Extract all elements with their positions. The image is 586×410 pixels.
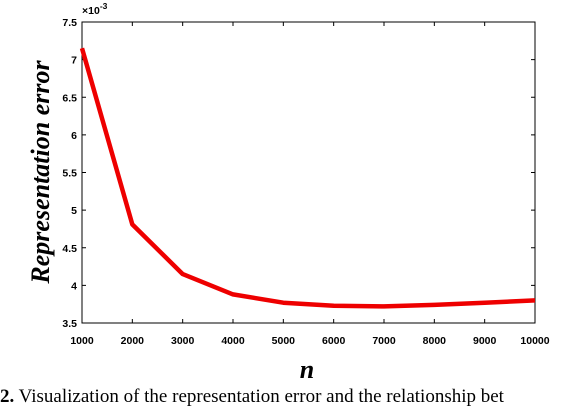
plot-area-border	[81, 21, 536, 324]
y-tick-label: 6	[71, 130, 77, 142]
y-axis-ticks: 3.5 4 4.5 5 5.5 6 6.5 7 7.5	[62, 17, 535, 330]
y-axis-multiplier: ×10-3	[82, 1, 108, 17]
x-tick-label: 10000	[520, 335, 549, 347]
x-tick-label: 7000	[372, 335, 396, 347]
plot-frame	[81, 21, 536, 324]
figure-number: 2.	[0, 386, 15, 407]
x-tick-label: 6000	[322, 335, 346, 347]
x-tick-label: 4000	[221, 335, 245, 347]
y-tick-label: 4	[71, 280, 77, 292]
y-tick-label: 7	[71, 55, 77, 67]
figure-caption: 2. Visualization of the representation e…	[0, 386, 504, 408]
line-chart: 3.5 4 4.5 5 5.5 6 6.5 7 7.5 1000 2000 3000 4000 5000…	[26, 1, 550, 384]
x-tick-label: 5000	[272, 335, 296, 347]
x-axis-ticks: 1000 2000 3000 4000 5000 6000 7000 8000 9000 1000…	[70, 22, 550, 347]
series-layer	[79, 47, 536, 309]
y-tick-label: 7.5	[62, 17, 77, 29]
y-tick-label: 5	[71, 205, 77, 217]
y-tick-label: 4.5	[62, 243, 77, 255]
y-axis-label: Representation error	[26, 60, 55, 285]
x-tick-label: 9000	[473, 335, 497, 347]
x-tick-label: 2000	[121, 335, 145, 347]
x-tick-label: 3000	[171, 335, 195, 347]
y-tick-label: 3.5	[62, 318, 77, 330]
y-tick-label: 6.5	[62, 92, 77, 104]
caption-text: Visualization of the representation erro…	[14, 386, 504, 407]
x-axis-label: n	[300, 355, 314, 384]
x-tick-label: 8000	[423, 335, 447, 347]
x-tick-label: 1000	[70, 335, 94, 347]
y-axis-multiplier-exponent: -3	[100, 1, 108, 11]
y-tick-label: 5.5	[62, 168, 77, 180]
series-line	[79, 47, 536, 309]
